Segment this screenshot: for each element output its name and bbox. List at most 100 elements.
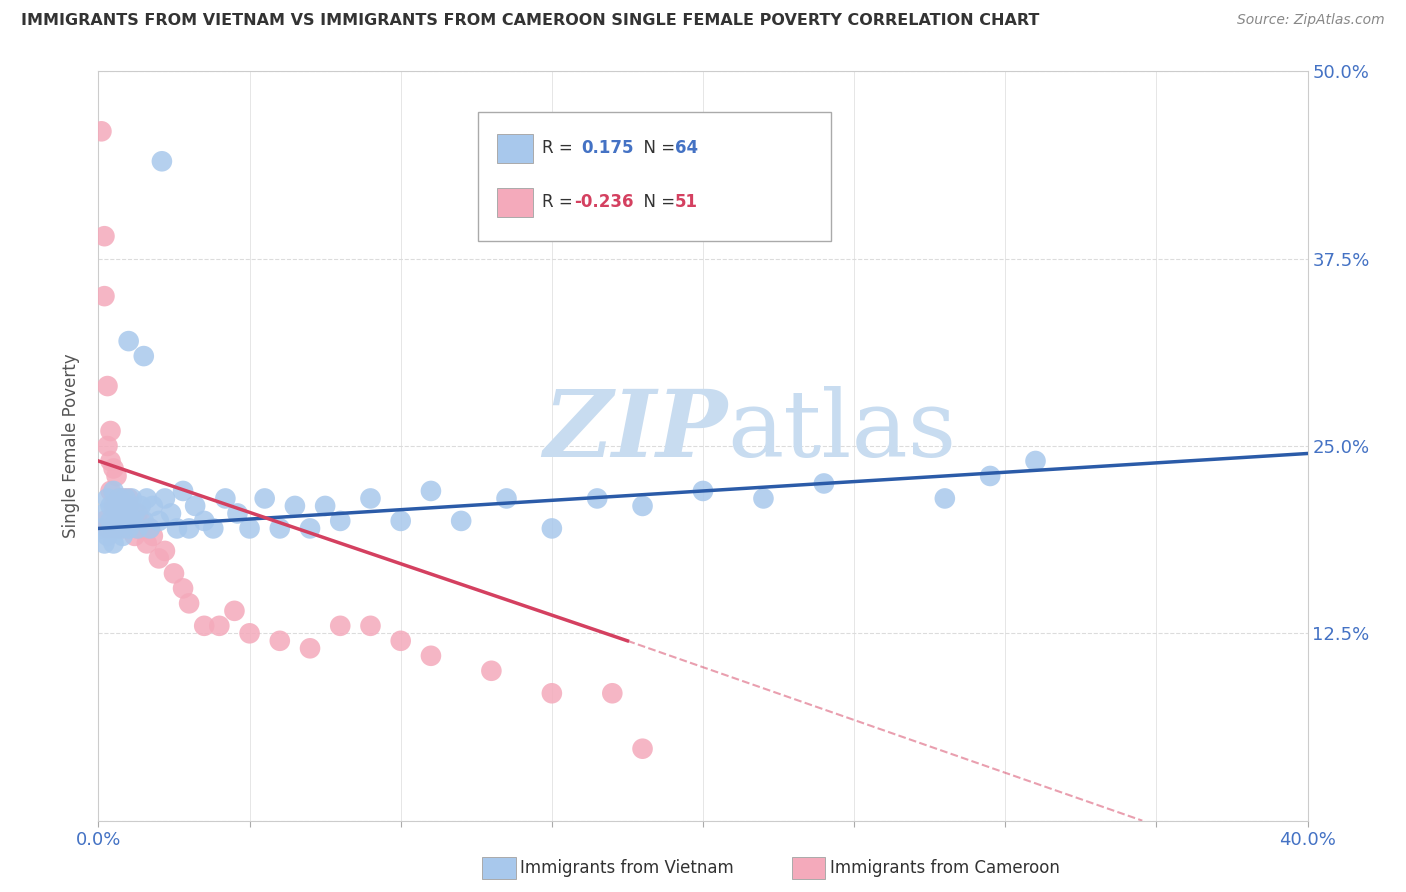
- Point: [214, 491, 236, 506]
- Text: 0.175: 0.175: [581, 139, 634, 157]
- Point: [224, 604, 246, 618]
- Point: [142, 529, 165, 543]
- Point: [193, 514, 215, 528]
- Point: [150, 154, 173, 169]
- Point: [692, 483, 714, 498]
- Point: [481, 664, 503, 678]
- Point: [108, 514, 131, 528]
- Point: [389, 514, 412, 528]
- Point: [100, 483, 122, 498]
- Point: [103, 483, 125, 498]
- Point: [124, 529, 146, 543]
- Point: [389, 633, 412, 648]
- Point: [121, 514, 143, 528]
- Point: [96, 491, 118, 506]
- Point: [114, 514, 136, 528]
- Point: [450, 514, 472, 528]
- Point: [420, 483, 443, 498]
- Point: [93, 289, 115, 303]
- Text: ZIP: ZIP: [543, 386, 727, 476]
- Point: [631, 741, 654, 756]
- Text: 64: 64: [675, 139, 699, 157]
- Point: [360, 491, 382, 506]
- Text: R =: R =: [541, 139, 583, 157]
- Point: [118, 521, 141, 535]
- Point: [540, 686, 562, 700]
- Point: [111, 491, 134, 506]
- Point: [239, 626, 262, 640]
- Point: [239, 521, 262, 535]
- Point: [269, 521, 291, 535]
- Text: -0.236: -0.236: [574, 193, 634, 211]
- Point: [132, 514, 155, 528]
- Point: [124, 507, 146, 521]
- Point: [105, 499, 128, 513]
- Point: [184, 499, 207, 513]
- Text: N =: N =: [633, 139, 681, 157]
- Point: [299, 641, 322, 656]
- Point: [979, 469, 1001, 483]
- Point: [166, 521, 188, 535]
- Point: [114, 491, 136, 506]
- Point: [148, 514, 170, 528]
- Point: [495, 491, 517, 506]
- Point: [103, 521, 125, 535]
- Point: [100, 454, 122, 468]
- Point: [139, 521, 162, 535]
- Point: [111, 507, 134, 521]
- Point: [172, 582, 194, 596]
- Text: atlas: atlas: [727, 386, 956, 476]
- Point: [269, 633, 291, 648]
- Text: R =: R =: [541, 193, 578, 211]
- Point: [90, 521, 112, 535]
- Point: [329, 619, 352, 633]
- Point: [103, 461, 125, 475]
- Text: N =: N =: [633, 193, 681, 211]
- Point: [360, 619, 382, 633]
- Point: [602, 686, 624, 700]
- Point: [127, 521, 149, 535]
- Point: [163, 566, 186, 581]
- Point: [93, 229, 115, 244]
- Point: [179, 521, 201, 535]
- Point: [934, 491, 956, 506]
- Point: [111, 529, 134, 543]
- Point: [108, 491, 131, 506]
- Point: [96, 379, 118, 393]
- Point: [96, 529, 118, 543]
- Point: [314, 499, 336, 513]
- Point: [105, 499, 128, 513]
- Point: [420, 648, 443, 663]
- Point: [96, 521, 118, 535]
- Text: Immigrants from Cameroon: Immigrants from Cameroon: [830, 859, 1059, 877]
- Point: [114, 514, 136, 528]
- Point: [100, 424, 122, 438]
- Point: [114, 499, 136, 513]
- Point: [118, 491, 141, 506]
- Point: [202, 521, 225, 535]
- Point: [118, 507, 141, 521]
- Point: [752, 491, 775, 506]
- Point: [139, 521, 162, 535]
- Point: [93, 514, 115, 528]
- Point: [105, 514, 128, 528]
- Point: [631, 499, 654, 513]
- Text: 51: 51: [675, 193, 699, 211]
- Point: [103, 536, 125, 550]
- Point: [586, 491, 609, 506]
- Y-axis label: Single Female Poverty: Single Female Poverty: [62, 354, 80, 538]
- Point: [93, 536, 115, 550]
- Point: [299, 521, 322, 535]
- Point: [121, 514, 143, 528]
- Point: [135, 491, 157, 506]
- Point: [127, 521, 149, 535]
- Point: [284, 499, 307, 513]
- Point: [118, 334, 141, 348]
- Point: [121, 491, 143, 506]
- Point: [111, 521, 134, 535]
- Point: [226, 507, 249, 521]
- Point: [153, 491, 176, 506]
- Point: [118, 499, 141, 513]
- Point: [208, 619, 231, 633]
- Point: [103, 499, 125, 513]
